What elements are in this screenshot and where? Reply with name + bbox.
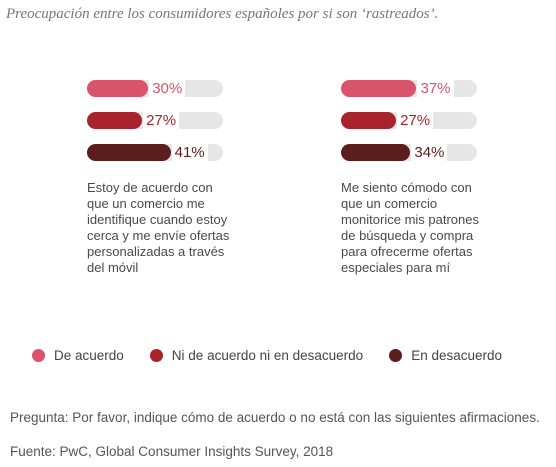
legend-dot-de-acuerdo xyxy=(32,349,45,362)
bar-row-en-desacuerdo: 34% xyxy=(341,143,491,162)
bar-en-desacuerdo xyxy=(87,144,171,161)
bar-value-label: 37% xyxy=(417,79,454,98)
bar-en-desacuerdo xyxy=(341,144,411,161)
source-note: Fuente: PwC, Global Consumer Insights Su… xyxy=(10,444,334,459)
bar-row-de-acuerdo: 37% xyxy=(341,79,491,98)
bar-de-acuerdo xyxy=(341,80,417,97)
bar-de-acuerdo xyxy=(87,80,149,97)
legend-label: En desacuerdo xyxy=(411,348,503,363)
bar-row-de-acuerdo: 30% xyxy=(87,79,237,98)
bar-group-2: 37% 27% 34% xyxy=(341,79,491,176)
legend-dot-ni-de-acuerdo xyxy=(149,349,163,362)
bar-value-label: 27% xyxy=(397,111,434,130)
legend: De acuerdo Ni de acuerdo ni en desacuerd… xyxy=(32,348,542,363)
legend-item-ni-de-acuerdo: Ni de acuerdo ni en desacuerdo xyxy=(149,348,364,363)
bar-row-ni-de-acuerdo: 27% xyxy=(341,111,491,130)
bar-value-label: 27% xyxy=(143,111,180,130)
question-note: Pregunta: Por favor, indique cómo de acu… xyxy=(10,410,540,425)
bar-value-label: 30% xyxy=(149,79,186,98)
legend-item-en-desacuerdo: En desacuerdo xyxy=(389,348,502,363)
bar-ni-de-acuerdo xyxy=(87,112,143,129)
statement-2: Me siento cómodo con que un comercio mon… xyxy=(341,180,479,275)
legend-dot-en-desacuerdo xyxy=(389,349,403,362)
bar-row-ni-de-acuerdo: 27% xyxy=(87,111,237,130)
legend-label: Ni de acuerdo ni en desacuerdo xyxy=(171,348,364,363)
bar-ni-de-acuerdo xyxy=(341,112,397,129)
legend-label: De acuerdo xyxy=(54,348,124,363)
statement-1: Estoy de acuerdo con que un comercio me … xyxy=(87,180,230,275)
bar-value-label: 34% xyxy=(411,143,448,162)
legend-item-de-acuerdo: De acuerdo xyxy=(32,348,124,363)
bar-group-1: 30% 27% 41% xyxy=(87,79,237,176)
bar-value-label: 41% xyxy=(171,143,208,162)
chart-title: Preocupación entre los consumidores espa… xyxy=(6,6,439,22)
bar-row-en-desacuerdo: 41% xyxy=(87,143,237,162)
